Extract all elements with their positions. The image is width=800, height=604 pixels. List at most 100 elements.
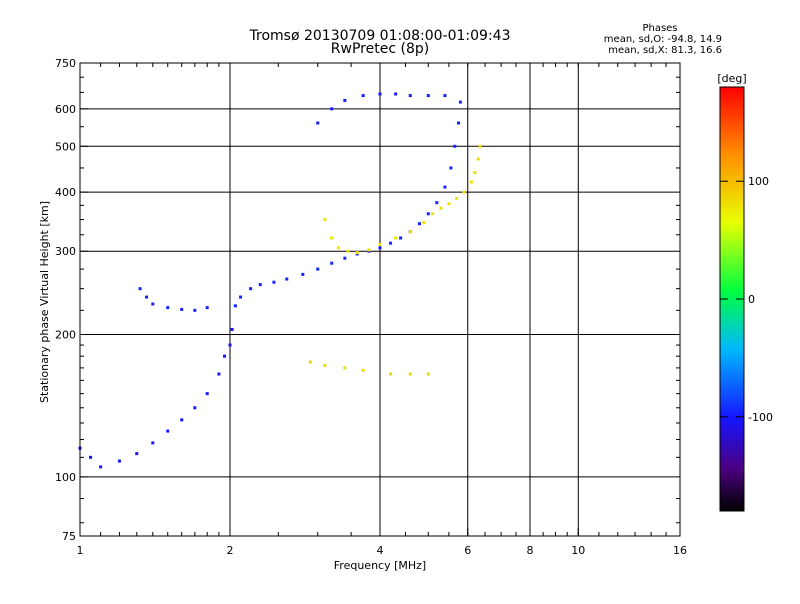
data-point: [223, 354, 227, 358]
data-point: [205, 392, 209, 396]
data-point: [431, 212, 435, 216]
data-point: [193, 406, 197, 410]
data-point: [138, 287, 142, 291]
data-point: [473, 171, 477, 175]
x-tick-label: 1: [77, 544, 84, 557]
data-point: [323, 218, 327, 222]
data-point: [343, 256, 347, 260]
x-tick-label: 10: [571, 544, 585, 557]
y-tick-label: 400: [55, 186, 76, 199]
data-point: [361, 368, 365, 372]
data-point: [151, 302, 155, 306]
data-point: [323, 363, 327, 367]
data-point: [89, 455, 93, 459]
data-point: [367, 248, 371, 252]
data-point: [272, 280, 276, 284]
data-point: [180, 418, 184, 422]
data-point: [330, 107, 334, 111]
data-points: [78, 92, 482, 469]
data-point: [426, 372, 430, 376]
data-point: [239, 295, 243, 299]
data-point: [343, 366, 347, 370]
y-tick-label: 500: [55, 140, 76, 153]
y-tick-label: 300: [55, 245, 76, 258]
y-tick-label: 200: [55, 329, 76, 342]
data-point: [166, 429, 170, 433]
data-point: [166, 306, 170, 310]
data-point: [330, 261, 334, 265]
grid-lines: [80, 63, 680, 536]
data-point: [135, 452, 139, 456]
x-axis-label: Frequency [MHz]: [334, 559, 426, 572]
data-point: [205, 306, 209, 310]
data-point: [443, 94, 447, 98]
data-point: [378, 92, 382, 96]
data-point: [394, 92, 398, 96]
data-point: [478, 144, 482, 148]
y-tick-label: 600: [55, 103, 76, 116]
data-point: [361, 94, 365, 98]
data-point: [476, 157, 480, 161]
y-tick-label: 750: [55, 57, 76, 70]
data-point: [346, 249, 350, 253]
y-axis-label: Stationary phase Virtual Height [km]: [38, 201, 51, 403]
y-tick-label: 75: [62, 530, 76, 543]
data-point: [408, 230, 412, 234]
x-tick-label: 8: [527, 544, 534, 557]
data-point: [462, 190, 466, 194]
data-point: [457, 121, 461, 125]
data-point: [449, 166, 453, 170]
y-tick-label: 100: [55, 471, 76, 484]
axes: 1 2 4 6 8 10 16 75 100 200 300 400 500 600 750: [55, 57, 687, 557]
data-point: [469, 180, 473, 184]
data-point: [417, 222, 421, 226]
stats-x-line: mean, sd,X: 81.3, 16.6: [608, 45, 722, 56]
colorbar-label: [deg]: [717, 72, 746, 85]
data-point: [435, 201, 439, 205]
data-point: [453, 144, 457, 148]
data-point: [443, 185, 447, 189]
x-tick-label: 2: [227, 544, 234, 557]
x-tick-label: 4: [377, 544, 384, 557]
data-point: [458, 100, 462, 104]
data-point: [408, 372, 412, 376]
colorbar-frame: [719, 86, 745, 512]
chart-title: Tromsø 20130709 01:08:00-01:09:43: [249, 28, 511, 44]
data-point: [180, 307, 184, 311]
colorbar-tick-label: 100: [748, 175, 769, 188]
data-point: [343, 98, 347, 102]
data-point: [193, 308, 197, 312]
data-point: [378, 242, 382, 246]
data-point: [355, 251, 359, 255]
data-point: [394, 236, 398, 240]
phase-colorbar: [deg] 100 0 -100: [717, 72, 773, 512]
data-point: [228, 343, 232, 347]
data-point: [389, 241, 393, 245]
data-point: [422, 221, 426, 225]
data-point: [378, 246, 382, 250]
data-point: [426, 212, 430, 216]
data-point: [426, 94, 430, 98]
data-point: [399, 236, 403, 240]
colorbar-tick-label: 0: [748, 293, 755, 306]
stats-o-line: mean, sd,O: -94.8, 14.9: [604, 34, 722, 45]
x-tick-label: 6: [464, 544, 471, 557]
data-point: [389, 372, 393, 376]
stats-heading: Phases: [642, 23, 677, 34]
data-point: [330, 236, 334, 240]
data-point: [447, 202, 451, 206]
data-point: [258, 283, 262, 287]
data-point: [230, 327, 234, 331]
data-point: [249, 287, 253, 291]
data-point: [285, 277, 289, 281]
data-point: [408, 94, 412, 98]
data-point: [99, 465, 103, 469]
data-point: [145, 295, 149, 299]
colorbar-tick-label: -100: [748, 411, 773, 424]
data-point: [455, 196, 459, 200]
data-point: [217, 372, 221, 376]
chart-subtitle: RwPretec (8p): [331, 41, 429, 57]
data-point: [151, 441, 155, 445]
data-point: [316, 121, 320, 125]
